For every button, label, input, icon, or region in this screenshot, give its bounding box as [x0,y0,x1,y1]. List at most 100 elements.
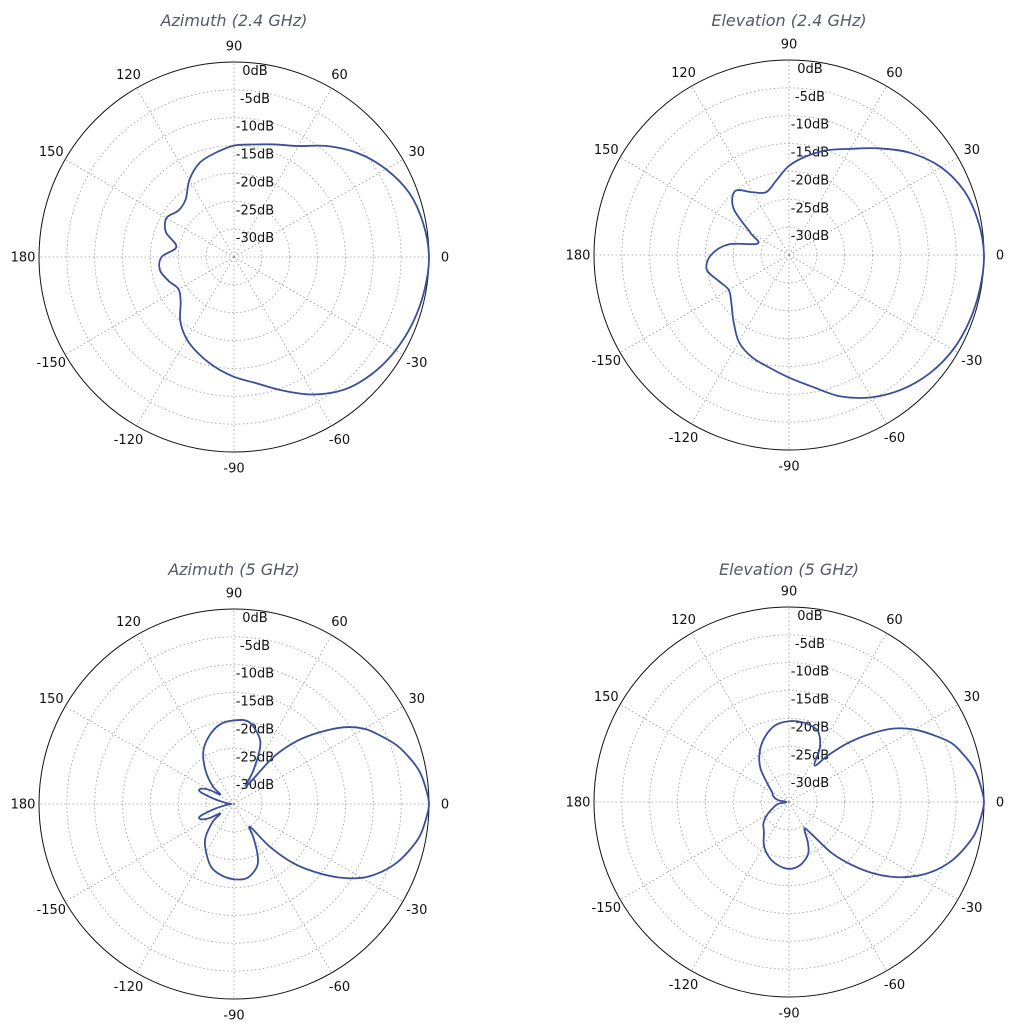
chart-title: Elevation (2.4 GHz) [711,11,866,30]
radial-tick-label: -15dB [791,146,829,161]
grid-spoke [64,706,235,805]
grid-ring [677,690,901,914]
grid-ring [732,745,846,859]
radial-tick-label: -10dB [236,120,274,135]
grid-spoke [64,159,235,258]
grid-spoke [619,704,790,803]
grid-ring [732,198,846,312]
radial-tick-label: 0dB [242,611,267,626]
grid-ring [94,664,374,944]
angle-tick-label: 0 [441,251,449,266]
angle-tick-label: 30 [963,143,980,158]
angle-tick-label: -60 [884,978,905,993]
grid-spoke [619,801,790,900]
angle-tick-label: -60 [884,431,905,446]
grid-spoke [788,801,959,900]
grid-ring [621,634,957,970]
grid-ring [122,692,346,916]
grid-spoke [788,704,959,803]
grid-ring [649,115,929,395]
radial-tick-label: -25dB [236,203,274,218]
polar-chart-4: Elevation (5 GHz) 0 30 60 90 120 150 180 -150 -12… [566,560,1005,1022]
grid-spoke [233,256,332,427]
grid-ring [66,636,402,972]
angle-tick-label: -30 [406,356,427,371]
angle-tick-label: 0 [996,249,1004,264]
radial-tick-label: -25dB [236,750,274,765]
grid-ring [677,143,901,367]
chart-title: Azimuth (5 GHz) [167,560,300,579]
chart-title: Azimuth (2.4 GHz) [160,11,308,30]
angle-tick-label: 180 [11,251,36,266]
grid-spoke [64,256,235,355]
grid-spoke [691,85,790,256]
angle-tick-label: 150 [39,145,64,160]
angle-tick-label: 60 [886,613,903,628]
radial-tick-label: -15dB [791,693,829,708]
grid-spoke [233,256,404,355]
grid-ring [66,89,402,425]
grid-spoke [136,803,235,974]
angle-tick-label: -120 [114,433,144,448]
angle-tick-label: 0 [996,796,1004,811]
radial-tick-label: -25dB [791,201,829,216]
angle-tick-label: 30 [408,692,425,707]
angle-tick-label: 150 [39,692,64,707]
angle-tick-label: 90 [781,38,798,53]
angle-tick-label: 120 [671,66,696,81]
radiation-pattern-line [758,720,985,879]
radial-tick-label: -20dB [791,173,829,188]
angle-tick-label: 60 [331,68,348,83]
radial-tick-label: -5dB [240,639,270,654]
angle-tick-label: 180 [566,249,591,264]
grid-spoke [788,254,959,353]
angle-tick-label: 90 [781,585,798,600]
grid-spoke [788,85,887,256]
grid-spoke [788,157,959,256]
angle-tick-label: -30 [406,903,427,918]
radial-tick-label: -30dB [236,231,274,246]
angle-tick-label: 90 [226,40,243,55]
radial-tick-label: -5dB [240,92,270,107]
polar-chart-2: Elevation (2.4 GHz) 0 30 60 90 120 150 180 -150 -… [566,11,1005,475]
angle-tick-label: 120 [671,613,696,628]
grid-spoke [233,706,404,805]
angle-tick-label: -90 [223,1009,244,1024]
grid-ring [205,228,263,286]
angle-tick-label: -120 [669,431,699,446]
grid-spoke [233,87,332,258]
angle-tick-label: 0 [441,798,449,813]
grid-spoke [788,632,887,803]
grid-ring [94,117,374,397]
grid-ring [705,718,873,886]
grid-ring [760,773,818,831]
angle-tick-label: -90 [778,1007,799,1022]
radial-tick-label: 0dB [797,62,822,77]
radial-tick-label: -10dB [791,118,829,133]
radial-tick-label: 0dB [797,609,822,624]
grid-spoke [64,803,235,902]
grid-spoke [233,803,332,974]
grid-ring [150,173,318,341]
grid-spoke [233,159,404,258]
angle-tick-label: -60 [329,980,350,995]
angle-tick-label: -120 [669,978,699,993]
radial-tick-label: -10dB [236,667,274,682]
angle-tick-label: 90 [226,587,243,602]
radial-tick-label: -30dB [791,776,829,791]
polar-chart-3: Azimuth (5 GHz) 0 30 60 90 120 150 180 -150 -120 -… [11,560,450,1024]
grid-spoke [619,254,790,353]
radiation-pattern-line [198,719,430,881]
grid-spoke [691,254,790,425]
angle-tick-label: 120 [116,68,141,83]
angle-tick-label: -90 [778,460,799,475]
grid-spoke [788,801,887,972]
radiation-pattern-line [705,147,985,399]
radial-tick-label: -5dB [795,90,825,105]
grid-ring [760,226,818,284]
angle-tick-label: 60 [331,615,348,630]
radial-tick-label: -20dB [791,720,829,735]
angle-tick-label: 30 [408,145,425,160]
angle-tick-label: -150 [37,903,67,918]
grid-spoke [691,801,790,972]
